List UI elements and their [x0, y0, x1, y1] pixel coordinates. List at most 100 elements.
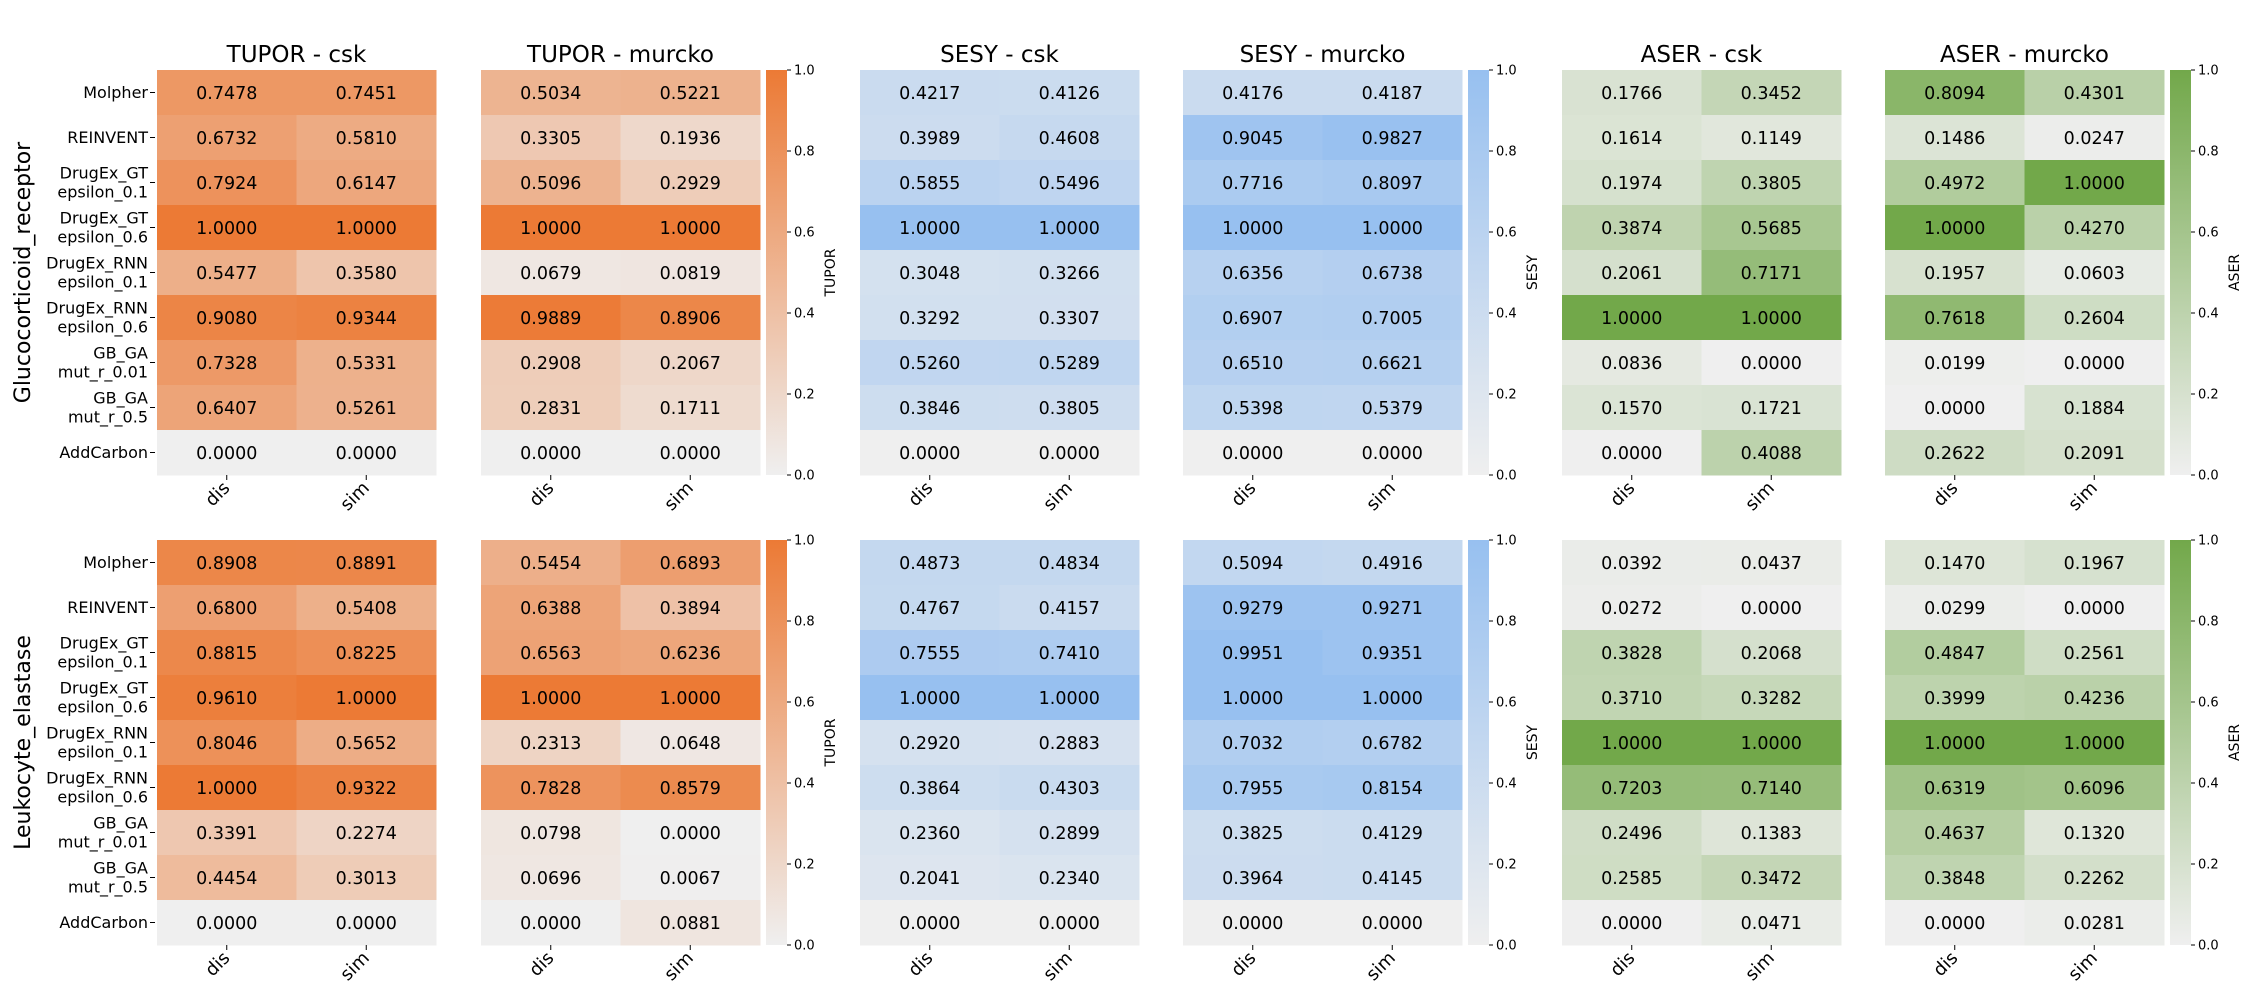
cell-value: 0.7618: [1924, 309, 1985, 329]
heatmap-panel: 0.5094 0.4916 0.9279 0.9271 0.9951 0.9351 1.00…: [1183, 540, 1463, 985]
cell-value: 1.0000: [1601, 734, 1662, 754]
heatmap-cell: [999, 295, 1140, 341]
heatmap-cell: [481, 160, 621, 206]
cell-value: 0.4126: [1039, 84, 1100, 104]
heatmap-cell: [1322, 205, 1463, 251]
heatmap-cell: [2024, 295, 2165, 341]
heatmap-cell: [999, 720, 1140, 766]
cell-value: 0.3805: [1039, 399, 1100, 419]
cell-value: 0.3472: [1741, 869, 1802, 889]
cell-value: 0.9827: [1362, 129, 1423, 149]
cell-value: 0.5855: [899, 174, 960, 194]
cell-value: 0.6621: [1362, 354, 1423, 374]
heatmap-cell: [1701, 855, 1842, 901]
heatmap-cell: [1701, 250, 1842, 296]
heatmap-cell: [620, 160, 761, 206]
heatmap-cell: [1322, 630, 1463, 676]
colorbar-tick-label: 0.6: [794, 226, 815, 241]
cell-value: 1.0000: [1601, 309, 1662, 329]
heatmap-cell: [481, 340, 621, 386]
heatmap-cell: [999, 855, 1140, 901]
cell-value: 0.9951: [1222, 644, 1283, 664]
cell-value: 0.8906: [660, 309, 721, 329]
cell-value: 0.1957: [1924, 264, 1985, 284]
heatmap-panel: SESY - murcko 0.4176 0.4187 0.9045 0.9827 0.7…: [1183, 42, 1463, 515]
cell-value: 0.0281: [2064, 914, 2125, 934]
heatmap-cell: [620, 630, 761, 676]
column-label: sim: [660, 948, 697, 985]
cell-value: 0.2041: [899, 869, 960, 889]
cell-value: 0.4303: [1039, 779, 1100, 799]
cell-value: 0.0000: [899, 444, 960, 464]
heatmap-cell: [1322, 675, 1463, 721]
heatmap-cell: [1562, 250, 1702, 296]
heatmap-cell: [1183, 810, 1323, 856]
heatmap-cell: [1183, 855, 1323, 901]
heatmap-cell: [1562, 585, 1702, 631]
column-label: dis: [525, 948, 558, 981]
heatmap-cell: [481, 430, 621, 476]
cell-value: 0.8046: [196, 734, 257, 754]
cell-value: 1.0000: [336, 689, 397, 709]
heatmap-cell: [999, 430, 1140, 476]
cell-value: 0.7005: [1362, 309, 1423, 329]
heatmap-panel: 0.0392 0.0437 0.0272 0.0000 0.3828 0.2068 0.37…: [1562, 540, 1842, 985]
colorbar-tick-label: 1.0: [794, 64, 815, 79]
cell-value: 0.3864: [899, 779, 960, 799]
heatmap-cell: [296, 430, 437, 476]
colorbar-tick-label: 0.4: [794, 307, 815, 322]
column-label: dis: [1227, 948, 1260, 981]
cell-value: 0.5477: [196, 264, 257, 284]
heatmap-cell: [999, 160, 1140, 206]
row-label: Molpher: [83, 83, 148, 102]
row-label: GB_GA mut_r_0.5: [68, 859, 148, 898]
heatmap-cell: [1562, 720, 1702, 766]
cell-value: 0.0000: [1039, 914, 1100, 934]
heatmap-cell: [1322, 810, 1463, 856]
heatmap-cell: [1885, 900, 2025, 946]
panel-title: TUPOR - murcko: [526, 42, 714, 68]
column-label: sim: [336, 478, 373, 515]
cell-value: 0.6147: [336, 174, 397, 194]
row-label: DrugEx_RNN epsilon_0.6: [46, 769, 148, 808]
cell-value: 0.6907: [1222, 309, 1283, 329]
heatmap-cell: [860, 900, 1000, 946]
cell-value: 0.6096: [2064, 779, 2125, 799]
cell-value: 0.9610: [196, 689, 257, 709]
colorbar-tick-label: 0.4: [2198, 777, 2219, 792]
cell-value: 0.0000: [1222, 444, 1283, 464]
cell-value: 0.4236: [2064, 689, 2125, 709]
cell-value: 0.6800: [196, 599, 257, 619]
heatmap-cell: [1562, 765, 1702, 811]
heatmap-cell: [1562, 900, 1702, 946]
row-label: GB_GA mut_r_0.01: [58, 344, 148, 383]
cell-value: 0.3710: [1601, 689, 1662, 709]
cell-value: 0.0000: [2064, 599, 2125, 619]
heatmap-cell: [481, 675, 621, 721]
heatmap-cell: [1183, 250, 1323, 296]
cell-value: 1.0000: [1039, 689, 1100, 709]
colorbar: 0.0 0.2 0.4 0.6 0.8 1.0 TUPOR: [766, 64, 839, 484]
heatmap-cell: [1183, 675, 1323, 721]
heatmap-cell: [860, 765, 1000, 811]
column-label: sim: [1039, 478, 1076, 515]
heatmap-cell: [860, 630, 1000, 676]
cell-value: 0.0000: [520, 444, 581, 464]
colorbar-tick-label: 0.6: [2198, 226, 2219, 241]
heatmap-cell: [620, 205, 761, 251]
cell-value: 0.2360: [899, 824, 960, 844]
heatmap-cell: [296, 295, 437, 341]
cell-value: 0.5810: [336, 129, 397, 149]
cell-value: 0.0000: [520, 914, 581, 934]
cell-value: 0.4129: [1362, 824, 1423, 844]
colorbar-label: ASER: [2227, 254, 2243, 291]
row-title-glucocorticoid-receptor: Glucocorticoid_receptor: [11, 141, 36, 403]
heatmap-cell: [296, 540, 437, 586]
heatmap-cell: [2024, 855, 2165, 901]
cell-value: 0.1711: [660, 399, 721, 419]
cell-value: 0.2496: [1601, 824, 1662, 844]
heatmap-cell: [1562, 205, 1702, 251]
heatmap-cell: [1701, 540, 1842, 586]
colorbar-tick-label: 0.0: [1496, 939, 1517, 954]
colorbar-tick-label: 0.8: [794, 145, 815, 160]
